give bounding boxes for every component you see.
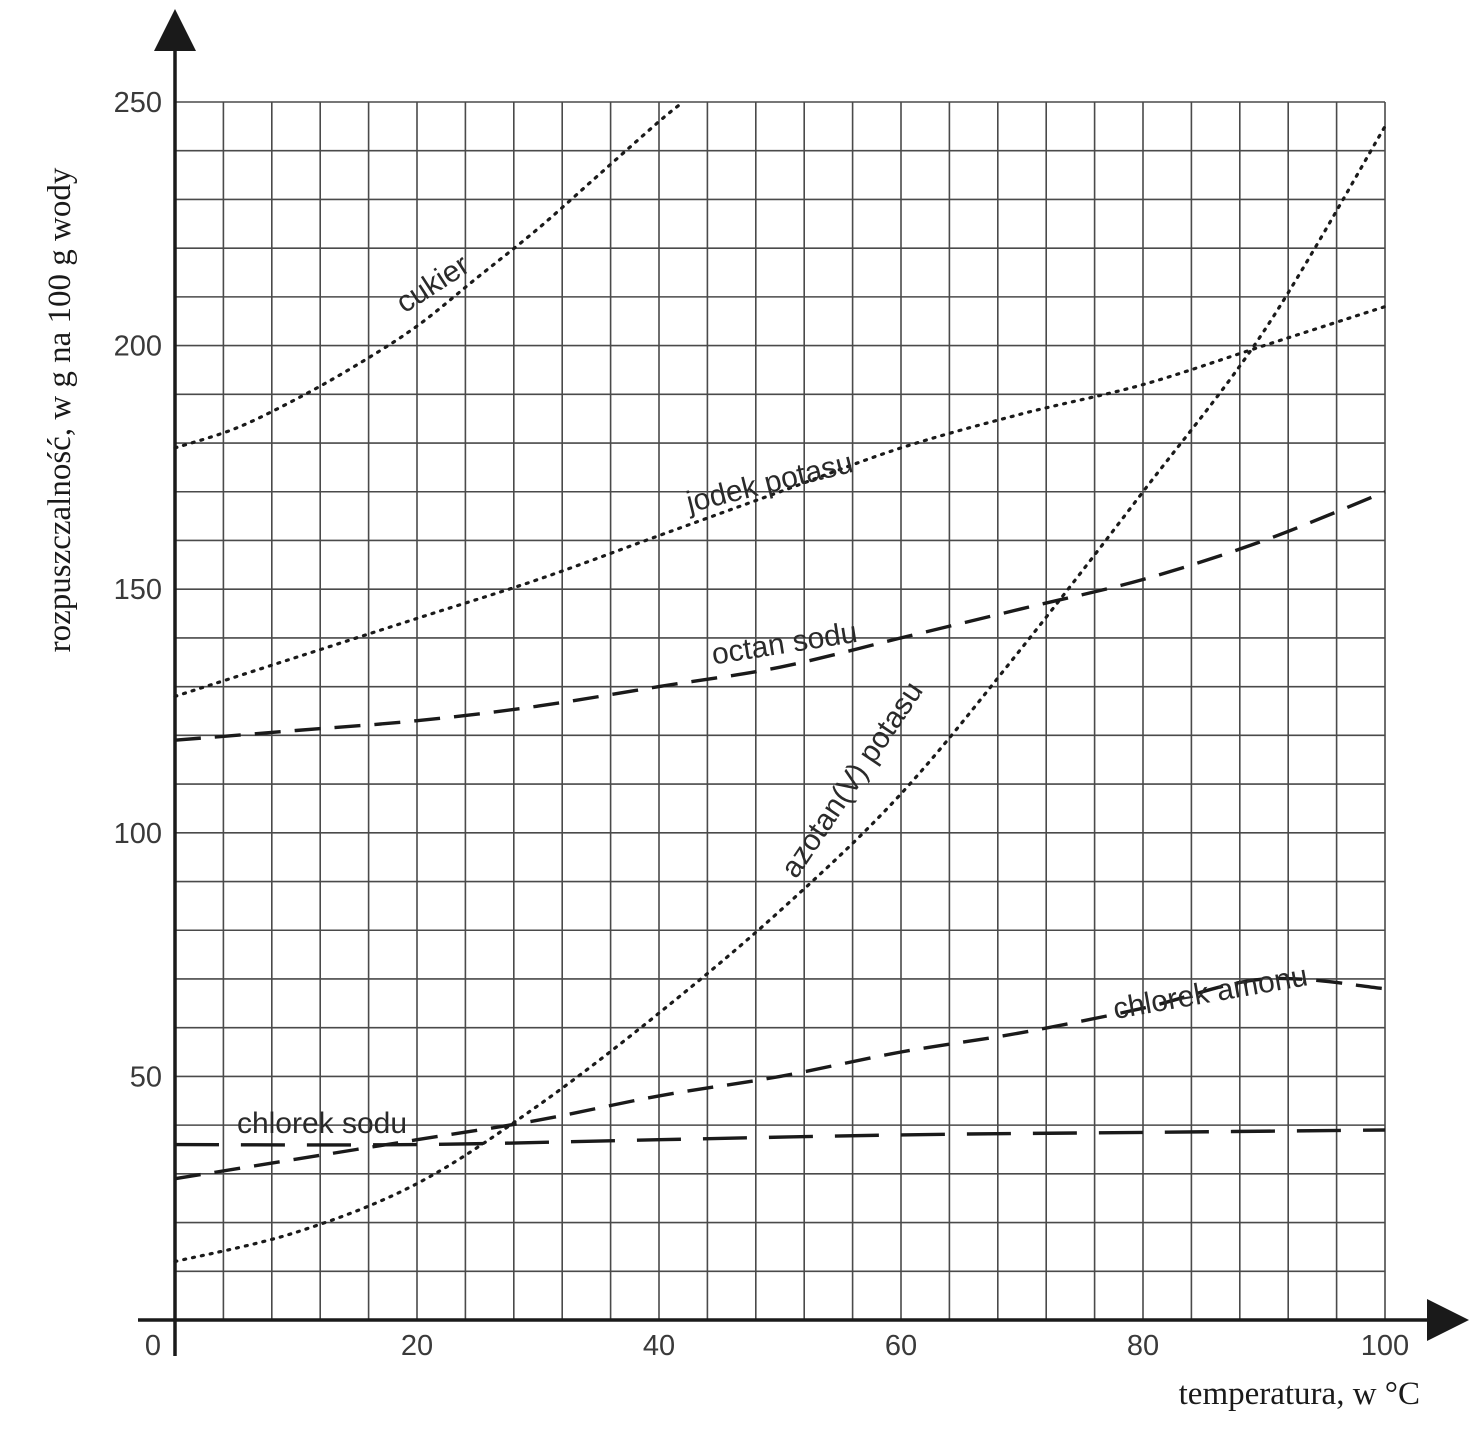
- series-layer: [173, 100, 1387, 1264]
- y-axis-title: rozpuszczalność, w g na 100 g wody: [42, 167, 78, 652]
- x-tick-label: 0: [145, 1330, 161, 1362]
- series-label-5: chlorek sodu: [237, 1107, 407, 1140]
- x-tick-label: 60: [885, 1330, 917, 1362]
- y-tick-label: 150: [114, 574, 162, 606]
- x-tick-label: 40: [643, 1330, 675, 1362]
- series-label-1: jodek potasu: [682, 446, 856, 519]
- series-line-3: [173, 124, 1387, 1264]
- y-tick-label: 50: [130, 1061, 162, 1093]
- labels-layer: 0 20 40 60 80 100 50 100 150 200 250 temperatura, w…: [42, 87, 1420, 1412]
- series-line-1: [173, 305, 1387, 698]
- series-label-2: octan sodu: [709, 616, 859, 672]
- series-line-2: [174, 490, 1386, 742]
- y-tick-label: 250: [114, 87, 162, 119]
- series-line-5: [174, 1128, 1386, 1147]
- x-axis-title: temperatura, w °C: [1179, 1376, 1420, 1412]
- series-label-0: cukier: [390, 248, 475, 319]
- axes: [138, 9, 1469, 1356]
- grid: [174, 101, 1386, 1321]
- x-tick-label: 20: [401, 1330, 433, 1362]
- series-line-0: [173, 100, 685, 450]
- y-tick-label: 100: [114, 818, 162, 850]
- x-tick-label: 100: [1361, 1330, 1409, 1362]
- y-tick-label: 200: [114, 331, 162, 363]
- x-tick-label: 80: [1127, 1330, 1159, 1362]
- series-label-4: chlorek amonu: [1111, 959, 1311, 1026]
